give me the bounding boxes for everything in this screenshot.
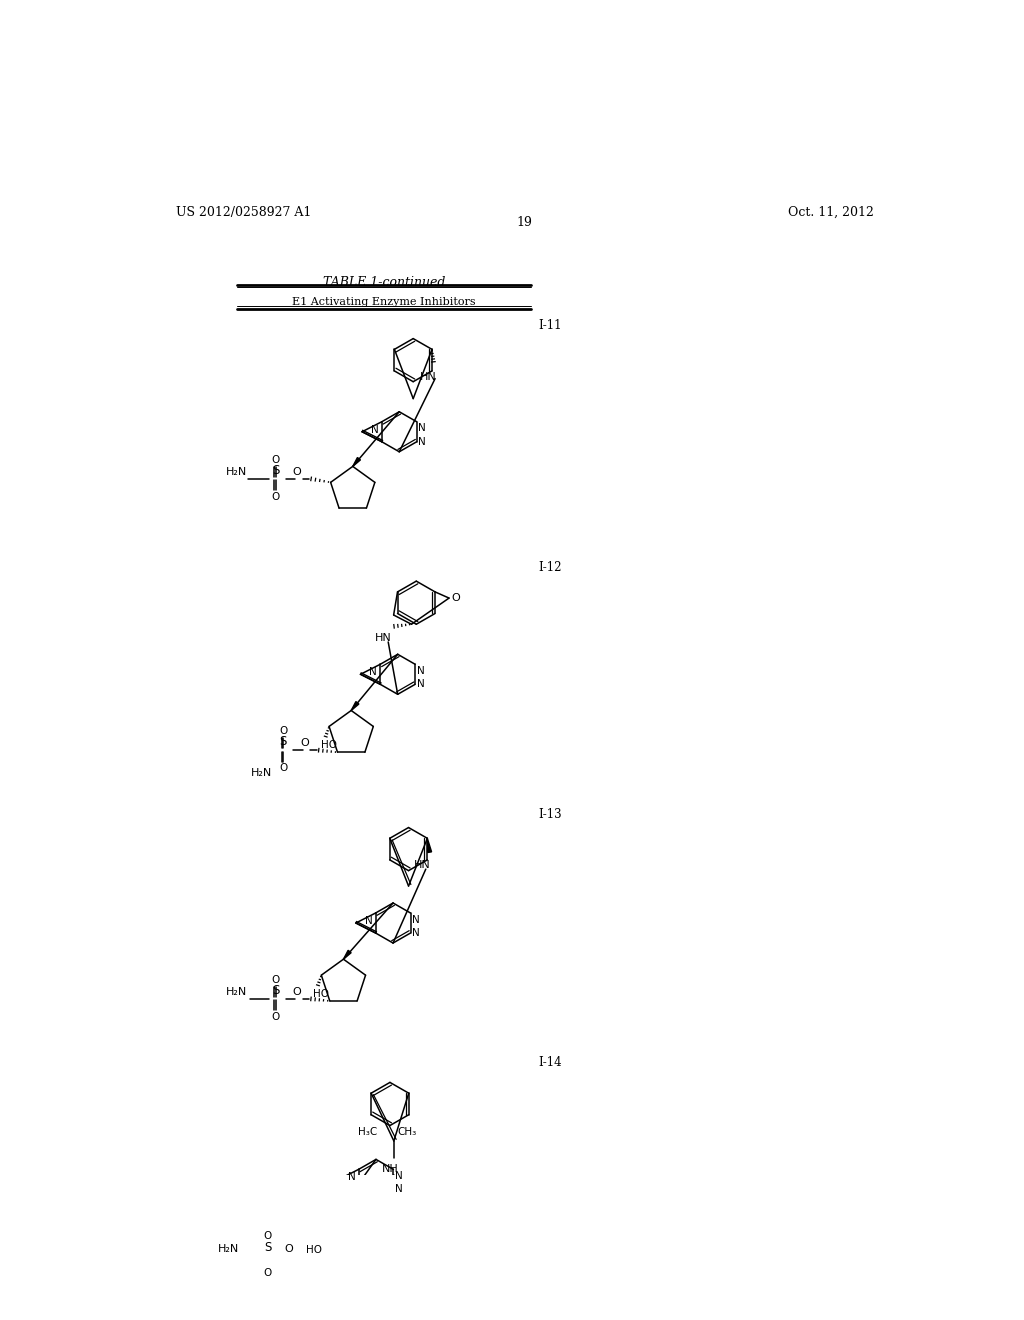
Text: O: O [271,492,280,503]
Text: S: S [272,463,280,477]
Text: O: O [293,467,301,477]
Text: H₂N: H₂N [225,987,247,997]
Text: O: O [271,974,280,985]
Text: NH: NH [382,1164,399,1173]
Text: H₂N: H₂N [251,768,271,777]
Text: 19: 19 [517,216,532,230]
Polygon shape [351,702,359,710]
Text: S: S [264,1241,271,1254]
Text: I-14: I-14 [539,1056,562,1069]
Text: N: N [365,916,373,927]
Polygon shape [352,458,360,466]
Text: HN: HN [414,859,431,870]
Text: N: N [395,1171,402,1181]
Text: I-12: I-12 [539,561,562,574]
Text: N: N [412,915,420,924]
Text: S: S [280,735,287,748]
Text: HN: HN [420,372,436,383]
Text: HO: HO [305,1246,322,1255]
Text: O: O [293,987,301,997]
Text: O: O [263,1232,272,1241]
Text: O: O [280,763,288,774]
Text: N: N [412,928,420,939]
Text: US 2012/0258927 A1: US 2012/0258927 A1 [176,206,311,219]
Text: N: N [370,668,377,677]
Text: I-11: I-11 [539,318,562,331]
Text: N: N [418,424,426,433]
Text: H₂N: H₂N [218,1243,240,1254]
Text: O: O [300,738,309,748]
Text: O: O [263,1269,272,1278]
Text: N: N [371,425,379,434]
Text: H₃C: H₃C [357,1127,377,1137]
Text: O: O [452,593,460,603]
Text: N: N [418,437,426,446]
Text: E1 Activating Enzyme Inhibitors: E1 Activating Enzyme Inhibitors [292,297,475,308]
Polygon shape [336,1206,343,1216]
Text: N: N [417,680,425,689]
Text: TABLE 1-continued: TABLE 1-continued [323,276,445,289]
Text: HO: HO [322,741,337,750]
Text: O: O [280,726,288,737]
Text: HN: HN [375,632,392,643]
Text: O: O [271,454,280,465]
Text: N: N [348,1172,355,1183]
Text: N: N [417,665,425,676]
Text: N: N [395,1184,402,1195]
Text: CH₃: CH₃ [397,1127,417,1137]
Polygon shape [343,950,351,960]
Text: O: O [285,1243,293,1254]
Text: HO: HO [313,989,330,999]
Text: Oct. 11, 2012: Oct. 11, 2012 [787,206,873,219]
Polygon shape [427,838,431,853]
Text: S: S [271,985,280,997]
Text: H₂N: H₂N [225,467,247,477]
Text: I-13: I-13 [539,808,562,821]
Text: O: O [271,1011,280,1022]
